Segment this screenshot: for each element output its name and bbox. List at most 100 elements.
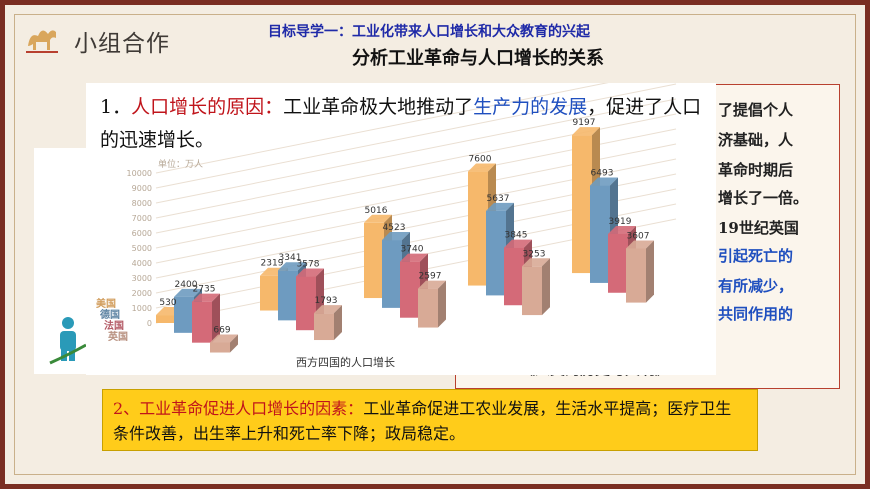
bar-1-0	[174, 296, 194, 333]
data-label-3-4: 3607	[627, 231, 650, 241]
data-label-3-0: 669	[213, 325, 230, 335]
cause-highlight: 生产力的发展	[473, 96, 588, 118]
gridline-10	[155, 68, 677, 174]
bar-top-1-3	[486, 202, 514, 211]
bar-top-0-3	[468, 163, 496, 172]
bar-side-3-0	[230, 334, 238, 353]
factor-box: 2、工业革命促进人口增长的因素：工业革命促进工农业发展，生活水平提高；医疗卫生条…	[102, 389, 758, 451]
bar-layer	[156, 127, 654, 353]
y-tick-label-4: 4000	[132, 259, 152, 268]
data-label-1-1: 3341	[279, 253, 302, 263]
bar-top-2-4	[608, 225, 636, 234]
chart-card: 0 1000 2000 3000 4000 5000 6000 7000 8000 9000 100…	[86, 68, 716, 375]
bar-top-2-1	[296, 268, 324, 277]
bar-side-3-4	[646, 240, 654, 303]
legend-3: 英国	[107, 330, 128, 343]
legend-2: 法国	[104, 319, 124, 332]
camel-logo-icon	[26, 30, 58, 53]
bar-1-3	[486, 210, 506, 296]
side-line-2: 济基础，人	[718, 131, 794, 149]
data-label-0-2: 5016	[365, 206, 388, 216]
factor-text: 工业革命促进工农业发展，生活水平提高；医疗卫生条件改善，出生率上升和死亡率下降；…	[113, 399, 732, 443]
label-layer: 美国 530 2319 5016 7600 9197 德国 2400 3341 4523 5637 6…	[96, 118, 649, 343]
bar-side-2-0	[212, 293, 220, 343]
data-label-0-4: 9197	[573, 118, 596, 128]
bar-side-3-1	[334, 305, 342, 341]
side-line-7: 有所减少，	[718, 277, 794, 295]
bar-0-1	[260, 275, 280, 311]
y-tick-label-9: 9000	[132, 184, 152, 193]
bar-0-0	[156, 315, 176, 323]
gridline-9	[155, 83, 677, 189]
side-line-1: 了提倡个人	[718, 101, 794, 119]
bar-top-2-0	[192, 293, 220, 302]
data-label-1-4: 6493	[591, 169, 614, 179]
y-tick-label-0: 0	[147, 319, 152, 328]
bar-top-2-2	[400, 253, 428, 262]
factor-label: 2、工业革命促进人口增长的因素：	[113, 399, 364, 418]
bar-1-4	[590, 185, 610, 283]
side-line-8: 共同作用的	[718, 305, 794, 323]
y-tick-label-8: 8000	[132, 199, 152, 208]
data-label-0-1: 2319	[261, 259, 284, 269]
side-line-5: 19世纪英国	[718, 219, 799, 237]
bar-1-1	[278, 270, 298, 321]
legend-0: 美国	[96, 297, 116, 310]
bar-side-3-2	[438, 280, 446, 328]
data-label-0-3: 7600	[469, 155, 492, 165]
page-title: 小组合作	[74, 31, 170, 57]
bar-0-3	[468, 171, 488, 286]
bar-3-2	[418, 288, 438, 328]
bar-0-4	[572, 135, 592, 274]
bar-3-4	[626, 248, 646, 303]
data-label-2-0: 2735	[193, 285, 216, 295]
bar-top-3-3	[522, 258, 550, 267]
data-label-3-1: 1793	[315, 296, 338, 306]
y-tick-label-10: 10000	[127, 169, 152, 178]
data-label-3-3: 3253	[523, 249, 546, 259]
bar-top-1-4	[590, 177, 618, 186]
cause-label: 人口增长的原因：	[131, 96, 284, 118]
axis-layer: 0 1000 2000 3000 4000 5000 6000 7000 8000 9000 100…	[127, 169, 152, 328]
guide-title: 目标导学一：工业化带来人口增长和大众教育的兴起	[268, 24, 590, 40]
side-line-4: 增长了一倍。	[718, 189, 809, 207]
bar-top-2-3	[504, 239, 532, 248]
chart-title: 西方四国的人口增长	[296, 355, 395, 369]
bar-3-1	[314, 313, 334, 341]
bar-1-2	[382, 240, 402, 308]
y-tick-label-6: 6000	[132, 229, 152, 238]
bar-top-1-2	[382, 232, 410, 241]
population-chart: 0 1000 2000 3000 4000 5000 6000 7000 8000 9000 100…	[96, 68, 677, 369]
frame-border-line	[14, 14, 856, 475]
data-label-2-3: 3845	[505, 231, 528, 241]
bar-0-2	[364, 222, 384, 299]
side-line-6: 引起死亡的	[718, 247, 794, 265]
data-label-2-1: 3578	[297, 260, 320, 270]
bar-2-0	[192, 301, 212, 343]
cause-prefix: 1．	[100, 96, 132, 118]
data-label-3-2: 2597	[419, 272, 442, 282]
cause-text-a: 工业革命极大地推动了	[283, 96, 474, 118]
y-tick-label-2: 2000	[132, 289, 152, 298]
bar-top-3-2	[418, 280, 446, 289]
bar-top-0-2	[364, 214, 392, 223]
y-tick-label-5: 5000	[132, 244, 152, 253]
bar-top-1-1	[278, 262, 306, 271]
gridline-8	[155, 98, 677, 204]
y-tick-label-1: 1000	[132, 304, 152, 313]
side-line-3: 革命时期后	[718, 161, 794, 179]
bar-side-3-3	[542, 258, 550, 316]
bar-2-1	[296, 276, 316, 331]
analysis-title: 分析工业革命与人口增长的关系	[352, 48, 604, 69]
bar-top-3-0	[210, 334, 238, 343]
data-label-1-3: 5637	[487, 194, 510, 204]
legend-1: 德国	[99, 308, 120, 321]
bar-3-0	[210, 342, 230, 353]
data-label-1-0: 2400	[175, 280, 198, 290]
data-label-0-0: 530	[159, 298, 176, 308]
bar-2-3	[504, 247, 524, 306]
y-axis-unit-label: 单位：万人	[158, 158, 203, 170]
cause-paragraph: 1．人口增长的原因：工业革命极大地推动了生产力的发展，促进了人口的迅速增长。	[86, 91, 720, 157]
data-label-1-2: 4523	[383, 223, 406, 233]
bar-2-2	[400, 261, 420, 318]
